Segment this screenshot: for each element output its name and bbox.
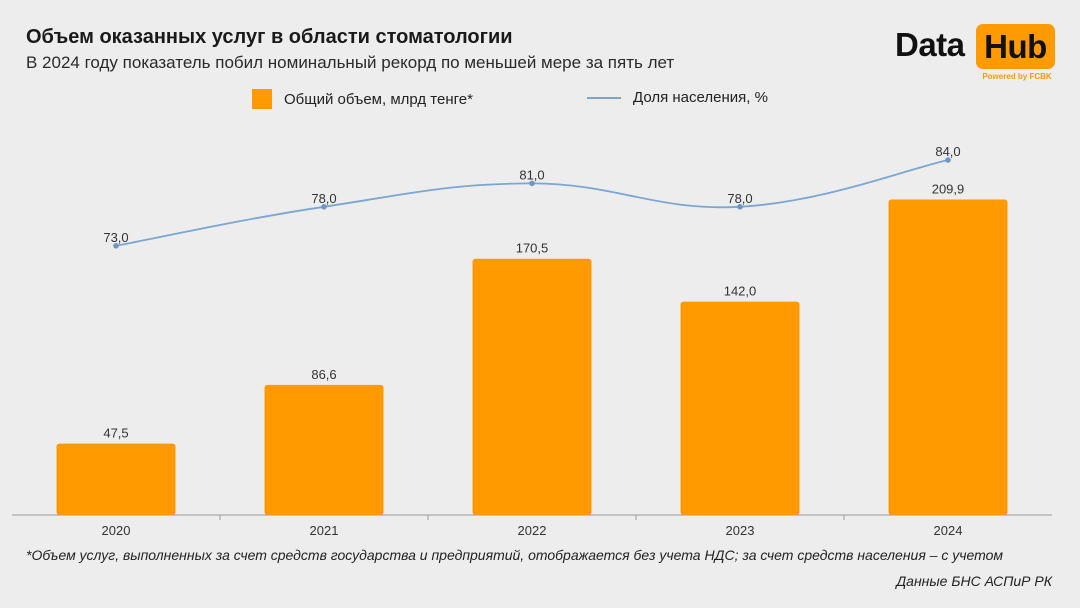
logo-word-hub: Hub <box>976 24 1055 69</box>
legend-label-bars: Общий объем, млрд тенге* <box>284 90 473 108</box>
legend-label-line: Доля населения, % <box>633 89 768 106</box>
bar-label-2024: 209,9 <box>932 182 965 197</box>
x-tick-label-2022: 2022 <box>518 523 547 538</box>
chart-title: Объем оказанных услуг в области стоматол… <box>26 26 513 48</box>
bar-2022 <box>472 258 592 515</box>
line-point-2021 <box>321 204 327 210</box>
line-point-2024 <box>945 157 951 163</box>
bar-label-2022: 170,5 <box>516 241 549 256</box>
x-tick-label-2021: 2021 <box>310 523 339 538</box>
x-tick-label-2023: 2023 <box>726 523 755 538</box>
x-tick-label-2024: 2024 <box>934 523 963 538</box>
line-label-2024: 84,0 <box>935 144 960 159</box>
legend-swatch-bars <box>252 89 272 109</box>
line-label-2022: 81,0 <box>519 167 544 182</box>
bar-label-2020: 47,5 <box>103 426 128 441</box>
bar-2021 <box>264 384 384 515</box>
line-label-2023: 78,0 <box>727 191 752 206</box>
bar-label-2023: 142,0 <box>724 284 757 299</box>
legend-swatch-line <box>587 96 621 99</box>
legend-item-bars: Общий объем, млрд тенге* <box>252 89 473 109</box>
footnote: *Объем услуг, выполненных за счет средст… <box>26 547 1004 563</box>
line-point-2022 <box>529 180 535 187</box>
x-tick-label-2020: 2020 <box>102 523 131 538</box>
line-point-2023 <box>737 204 743 210</box>
logo-powered-by: Powered by FCBK <box>982 72 1052 81</box>
bar-2024 <box>888 199 1008 515</box>
logo-word-data: Data <box>895 26 965 63</box>
datahub-logo: Data Hub Powered by FCBK <box>893 22 1055 82</box>
data-source: Данные БНС АСПиР РК <box>896 573 1052 589</box>
line-point-2020 <box>113 243 119 249</box>
line-label-2020: 73,0 <box>103 230 128 245</box>
legend-item-line: Доля населения, % <box>587 89 768 106</box>
chart-subtitle: В 2024 году показатель побил номинальный… <box>26 53 675 72</box>
bar-label-2021: 86,6 <box>311 367 336 382</box>
line-label-2021: 78,0 <box>311 191 336 206</box>
bar-2020 <box>56 443 176 515</box>
bar-2023 <box>680 301 800 515</box>
